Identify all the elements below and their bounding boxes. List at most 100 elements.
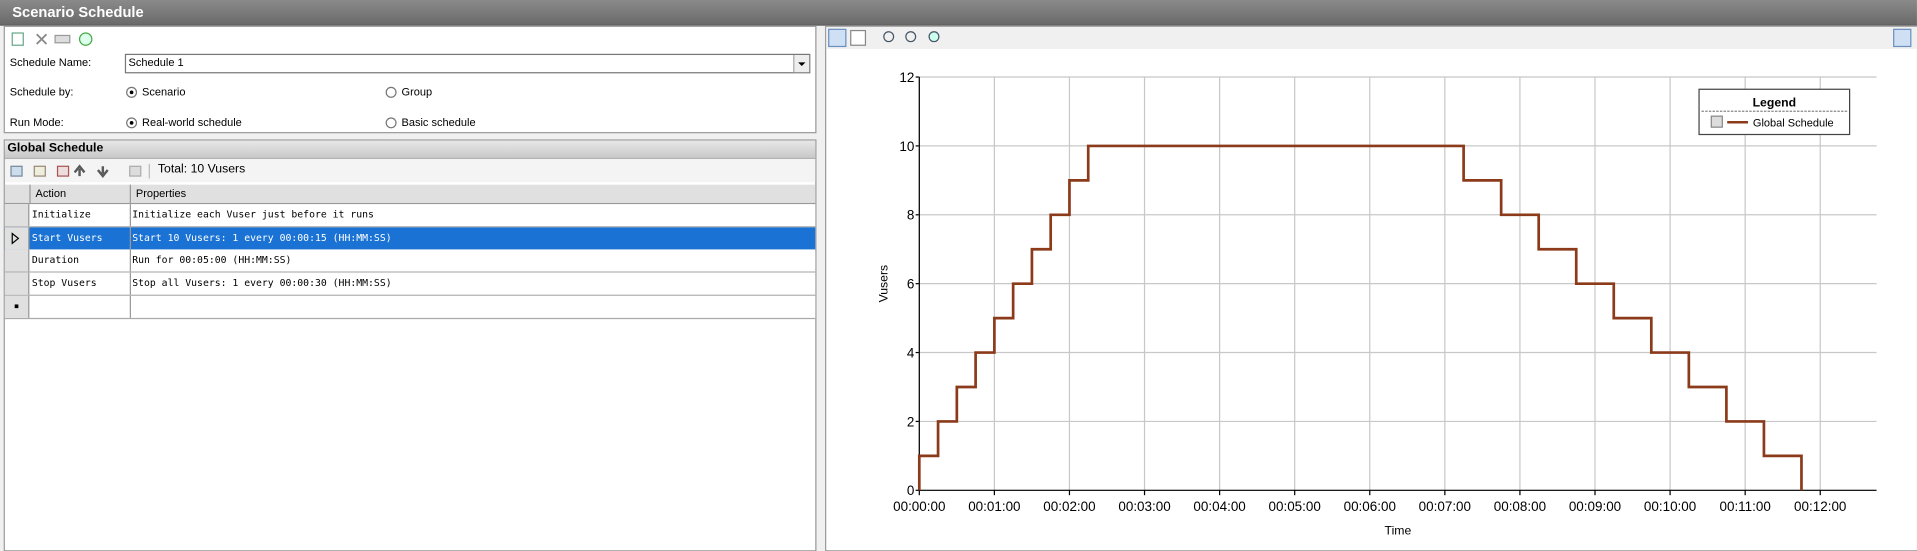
- cell-text: Duration: [31, 254, 79, 266]
- column-divider: [129, 227, 131, 250]
- delete-icon[interactable]: [36, 33, 48, 45]
- x-tick-label: 00:00:00: [893, 499, 945, 514]
- select-tool[interactable]: [828, 28, 847, 48]
- row-header: [4, 204, 30, 227]
- edit-icon[interactable]: [33, 165, 46, 177]
- x-tick-label: 00:02:00: [1043, 499, 1095, 514]
- down-icon[interactable]: [96, 166, 109, 179]
- column-divider: [129, 204, 131, 227]
- rename-icon[interactable]: [54, 34, 71, 44]
- radio-dot: [129, 90, 134, 95]
- up-icon[interactable]: [73, 164, 86, 177]
- column-divider: [129, 249, 131, 272]
- total-vusers: Total: 10 Vusers: [157, 162, 246, 177]
- grid-row[interactable]: Initialize Initialize each Vuser just bef…: [4, 204, 816, 228]
- zoom-reset[interactable]: [928, 31, 940, 43]
- add-icon[interactable]: [10, 165, 23, 177]
- row-header: [4, 227, 30, 250]
- pointer-arrow: [11, 231, 20, 245]
- y-tick-label: 6: [907, 277, 914, 292]
- grid-row[interactable]: Stop Vusers Stop all Vusers: 1 every 00:0…: [4, 272, 816, 297]
- column-header[interactable]: Properties: [129, 184, 815, 203]
- y-tick-label: 2: [907, 414, 914, 429]
- radio-label: Group: [401, 85, 433, 98]
- radio-button[interactable]: [126, 86, 138, 98]
- radio-label: Scenario: [141, 85, 186, 98]
- x-tick-label: 00:08:00: [1494, 499, 1546, 514]
- schedule-grid: Action Properties Initialize Initialize eac…: [4, 184, 816, 322]
- cell-text: Start 10 Vusers: 1 every 00:00:15 (HH:MM…: [132, 231, 392, 243]
- legend-toggle[interactable]: [1893, 28, 1912, 48]
- radio-dot: [129, 121, 134, 125]
- y-tick-label: 12: [899, 70, 914, 85]
- field-label: Schedule Name:: [9, 56, 92, 69]
- dropdown-value: Schedule 1: [128, 56, 184, 69]
- field-label: Run Mode:: [9, 116, 64, 129]
- x-axis-label: Time: [1385, 523, 1412, 537]
- x-tick-label: 00:03:00: [1118, 499, 1170, 514]
- remove-icon[interactable]: [56, 165, 70, 177]
- legend-title: Legend: [1753, 95, 1796, 109]
- chart-toolbar-icons: [828, 28, 1912, 48]
- radio-label: Basic schedule: [401, 116, 476, 129]
- radio-button[interactable]: [385, 117, 397, 129]
- row-header: [4, 249, 30, 272]
- radio-button[interactable]: [126, 117, 138, 129]
- series-line: [917, 144, 1803, 491]
- x-tick-label: 00:01:00: [968, 499, 1020, 514]
- fit-tool[interactable]: [850, 29, 867, 46]
- x-tick-label: 00:06:00: [1344, 499, 1396, 514]
- window-title: Scenario Schedule: [12, 3, 144, 21]
- column-title: Properties: [135, 187, 187, 200]
- y-axis-label: Vusers: [876, 265, 890, 303]
- x-tick-label: 00:10:00: [1644, 499, 1696, 514]
- legend-checkbox[interactable]: [1710, 115, 1723, 128]
- column-divider: [129, 272, 131, 295]
- radio-button[interactable]: [385, 86, 397, 98]
- field-label: Schedule by:: [9, 85, 74, 98]
- column-title: Action: [35, 187, 67, 200]
- chart-toolbar: [826, 26, 1917, 49]
- cell-text: Run for 00:05:00 (HH:MM:SS): [132, 254, 292, 266]
- x-tick-label: 00:09:00: [1569, 499, 1621, 514]
- grid-row[interactable]: Duration Run for 00:05:00 (HH:MM:SS): [4, 249, 816, 274]
- new-icon[interactable]: [11, 32, 24, 46]
- dropdown-button[interactable]: [793, 55, 810, 73]
- new-row-marker: [14, 304, 19, 308]
- x-tick-label: 00:07:00: [1419, 499, 1471, 514]
- grid-header: [4, 184, 816, 205]
- x-tick-label: 00:11:00: [1719, 499, 1770, 514]
- toolbar: [11, 32, 93, 46]
- cell-text: Initialize each Vuser just before it run…: [132, 209, 374, 221]
- radio-label: Real-world schedule: [141, 116, 242, 129]
- row-header: [4, 295, 30, 318]
- settings-panel: Schedule Name: Schedule 1 Schedule by: R…: [3, 25, 817, 134]
- section-title: Global Schedule: [7, 141, 104, 156]
- cell-text: Start Vusers: [31, 231, 103, 243]
- y-tick-label: 0: [907, 483, 914, 498]
- zoom-in[interactable]: [883, 31, 895, 43]
- x-tick-label: 00:12:00: [1794, 499, 1846, 514]
- row-pointer: [11, 231, 20, 245]
- x-tick-label: 00:04:00: [1193, 499, 1245, 514]
- row-header: [4, 272, 30, 295]
- title-bar: Scenario Schedule: [0, 0, 1917, 26]
- legend-entry: Global Schedule: [1753, 118, 1834, 130]
- grid-row[interactable]: [4, 295, 816, 319]
- cell-text: Stop all Vusers: 1 every 00:00:30 (HH:MM…: [132, 277, 392, 289]
- x-tick-label: 00:05:00: [1269, 499, 1321, 514]
- global-schedule-panel: Global Schedule Total: 10 Vusers Action P…: [3, 139, 817, 551]
- toolbar: Total: 10 Vusers: [4, 158, 816, 183]
- y-tick-label: 4: [907, 345, 915, 360]
- column-header[interactable]: Action: [29, 184, 129, 203]
- schedule-dropdown[interactable]: Schedule 1: [124, 53, 811, 74]
- zoom-out[interactable]: [905, 31, 917, 43]
- y-tick-label: 10: [899, 139, 914, 154]
- grid-row[interactable]: Start Vusers Start 10 Vusers: 1 every 00:…: [4, 227, 816, 251]
- cell-text: Stop Vusers: [31, 277, 97, 289]
- schedule-icon[interactable]: [78, 32, 93, 46]
- toolbar-icons: [10, 163, 150, 179]
- copy-icon[interactable]: [129, 165, 142, 177]
